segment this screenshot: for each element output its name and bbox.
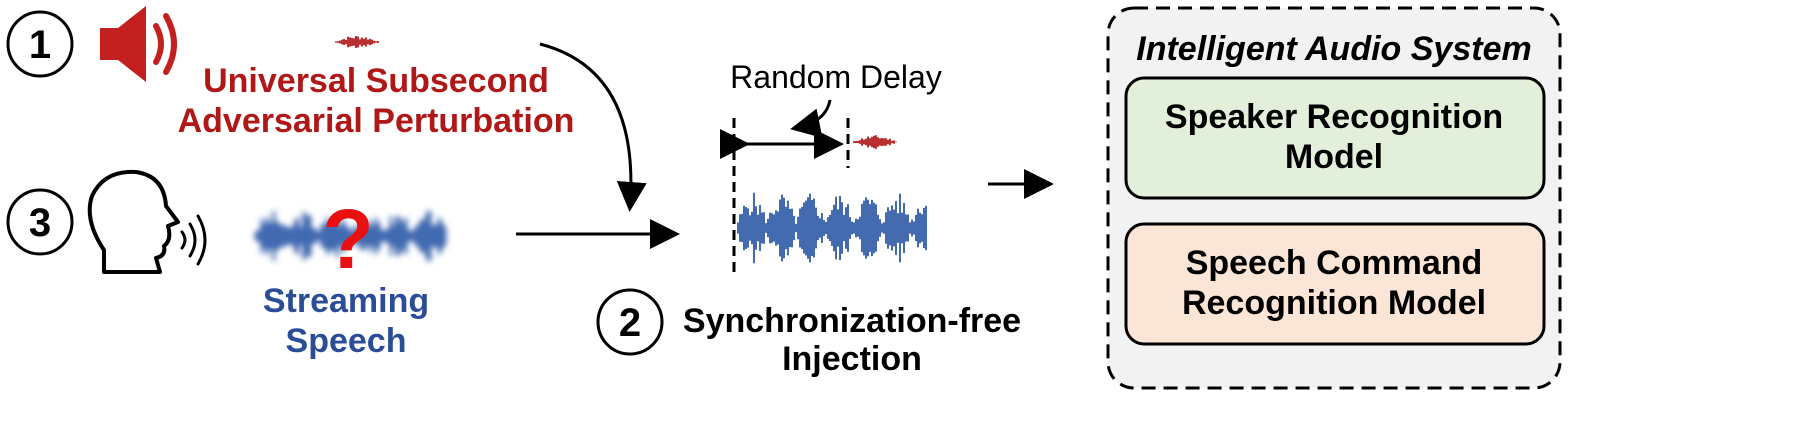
perturbation-label-line1: Universal Subsecond [203,62,549,100]
speech-command-model-box: Speech Command Recognition Model [1124,222,1546,346]
command-model-line2: Recognition Model [1182,284,1486,322]
random-delay-label: Random Delay [730,59,942,95]
question-mark-icon: ? [322,192,373,286]
command-model-line1: Speech Command [1186,244,1483,282]
injection-label-line2: Injection [782,340,922,378]
speaker-model-line2: Model [1285,138,1383,176]
sound-waves-icon [180,214,207,266]
step-1-number: 1 [29,23,51,67]
delay-pointer-arrow [790,99,832,138]
step-3-badge: 3 [6,188,74,256]
speaking-head-icon [87,169,180,274]
injection-label-line1: Synchronization-free [683,302,1021,340]
speaker-model-line1: Speaker Recognition [1165,98,1503,136]
injected-perturbation-waveform [853,135,897,149]
perturbation-label-line2: Adversarial Perturbation [178,102,575,140]
perturbation-arrow [539,42,647,212]
speech-label-line1: Streaming [263,282,429,320]
perturbation-waveform-small [335,36,379,48]
step-3-number: 3 [29,201,51,245]
streaming-speech-waveform [254,210,447,262]
speech-label-line2: Speech [286,322,407,360]
speaker-icon [100,6,177,82]
speaker-recognition-model-box: Speaker Recognition Model [1124,76,1546,200]
step-1-badge: 1 [6,10,74,78]
injected-speech-waveform [737,192,927,264]
audio-system-title: Intelligent Audio System [1136,30,1531,68]
step-2-number: 2 [619,301,641,345]
audio-system-panel: Intelligent Audio System Speaker Recogni… [1106,6,1562,390]
step-2-badge: 2 [596,288,664,356]
